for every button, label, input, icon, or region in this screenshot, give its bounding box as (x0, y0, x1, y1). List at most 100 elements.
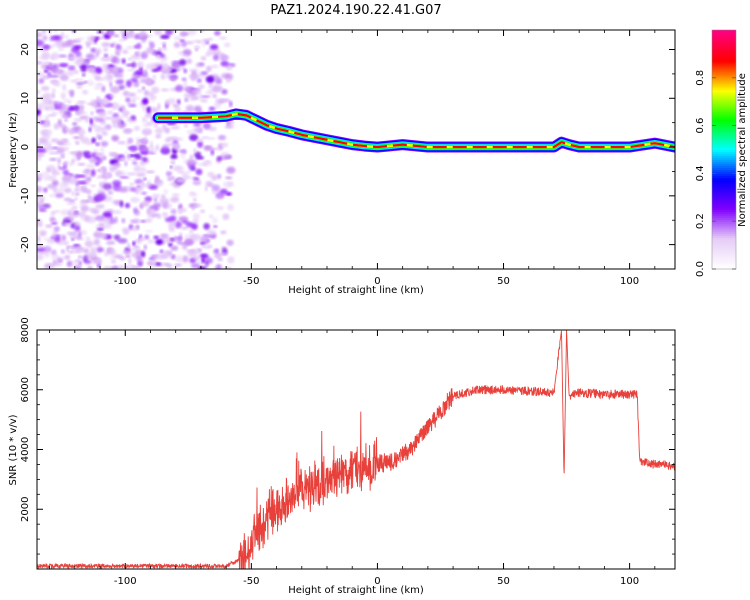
colorbar-strip (712, 95, 736, 99)
colorbar-strip (712, 43, 736, 47)
noise-blob (127, 137, 134, 144)
noise-blob (90, 111, 94, 116)
noise-blob (159, 249, 164, 254)
spectrogram-x-tick-label: -50 (243, 276, 259, 287)
noise-blob (96, 230, 102, 235)
colorbar-strip (712, 245, 736, 248)
noise-blob (220, 230, 227, 235)
noise-blob (107, 30, 115, 37)
noise-blob (144, 196, 153, 202)
colorbar-strip (712, 101, 736, 105)
noise-blob (46, 237, 56, 244)
colorbar-strip (712, 103, 736, 107)
noise-blob (118, 120, 122, 128)
colorbar-strip (712, 257, 736, 260)
noise-blob (42, 171, 50, 175)
noise-blob (186, 158, 193, 166)
noise-blob (80, 205, 89, 212)
noise-blob (210, 147, 219, 151)
noise-blob (79, 135, 84, 140)
noise-blob (53, 122, 60, 130)
noise-blob (167, 221, 176, 229)
noise-blob (226, 166, 236, 174)
noise-blob (139, 188, 144, 192)
colorbar-strip (712, 161, 736, 165)
noise-blob (128, 257, 132, 265)
colorbar-strip (712, 201, 736, 204)
noise-blob (161, 212, 166, 216)
noise-blob (50, 211, 56, 215)
noise-blob (214, 248, 220, 254)
noise-blob (131, 74, 142, 79)
noise-blob (77, 162, 86, 166)
noise-blob (119, 200, 124, 208)
colorbar-strip (712, 223, 736, 226)
colorbar-ticks: 0.0 0.2 0.4 0.6 0.8 (695, 70, 736, 277)
noise-blob (71, 158, 75, 164)
noise-blob (73, 263, 82, 268)
noise-blob (149, 41, 155, 49)
noise-blob (225, 78, 231, 83)
noise-blob (71, 238, 75, 241)
noise-blob (137, 89, 143, 93)
snr-x-label: Height of straight line (km) (288, 585, 424, 596)
colorbar-strip (712, 61, 736, 65)
colorbar-strip (712, 171, 736, 174)
noise-blob (98, 217, 102, 221)
colorbar-strip (712, 59, 736, 63)
colorbar-strip (712, 37, 736, 41)
noise-blob (68, 128, 76, 135)
noise-blob (201, 136, 209, 139)
colorbar-strip (712, 235, 736, 238)
noise-blob (103, 217, 108, 223)
noise-blob (139, 203, 144, 210)
noise-blob (45, 224, 53, 228)
noise-blob (76, 84, 83, 89)
colorbar-strip (712, 55, 736, 59)
colorbar-strip (712, 67, 736, 71)
noise-blob (129, 186, 137, 192)
colorbar-strip (712, 93, 736, 97)
noise-blob (151, 86, 159, 93)
noise-blob (99, 147, 105, 153)
colorbar-strip (712, 33, 736, 37)
noise-blob (55, 192, 64, 198)
noise-blob (118, 38, 125, 42)
noise-blob (128, 57, 132, 61)
noise-blob (155, 144, 160, 151)
colorbar-strip (712, 125, 736, 129)
noise-blob (189, 154, 194, 161)
noise-blob (38, 78, 45, 84)
snr-x-tick-label: 50 (497, 576, 510, 587)
colorbar-strip (712, 57, 736, 61)
noise-blob (96, 133, 102, 139)
noise-blob (64, 216, 69, 222)
noise-blob (115, 43, 121, 50)
noise-blob (217, 134, 227, 141)
noise-blob (95, 82, 104, 87)
noise-blob (92, 208, 100, 215)
noise-blob (223, 181, 231, 188)
noise-blob (140, 79, 147, 83)
noise-blob (103, 47, 108, 52)
noise-blob (199, 253, 209, 259)
noise-blob (207, 244, 213, 248)
noise-blob (74, 104, 79, 112)
noise-blob (170, 254, 176, 260)
noise-blob (46, 168, 51, 173)
colorbar-strip (712, 243, 736, 246)
colorbar-strip (712, 247, 736, 250)
noise-blob (107, 110, 114, 115)
noise-blob (44, 251, 50, 258)
colorbar-strip (712, 193, 736, 196)
figure-title: PAZ1.2024.190.22.41.G07 (270, 3, 441, 18)
colorbar-strip (712, 199, 736, 202)
noise-blob (108, 94, 116, 98)
noise-blob (194, 151, 202, 158)
colorbar-frame (711, 29, 737, 270)
noise-blob (70, 246, 76, 251)
noise-blob (148, 208, 156, 215)
noise-blob (131, 252, 136, 257)
